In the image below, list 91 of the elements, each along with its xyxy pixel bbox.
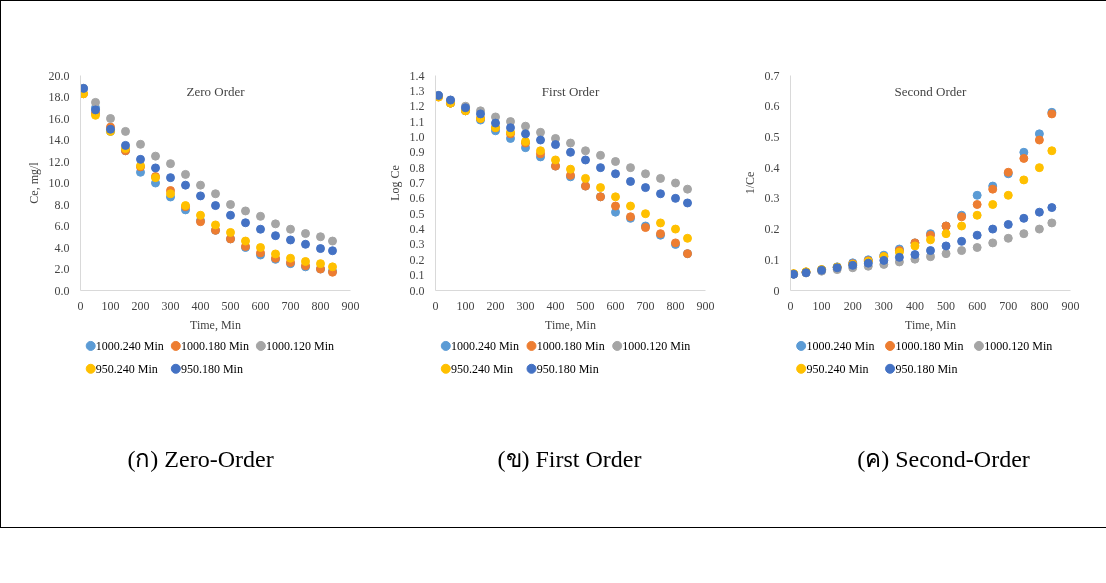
y-tick-label: 0.8	[409, 160, 425, 175]
y-tick-label: 20.0	[48, 68, 70, 83]
y-tick-label: 0.0	[54, 283, 70, 298]
y-tick-label: 0.9	[409, 145, 425, 160]
y-tick-label: 14.0	[48, 133, 70, 147]
x-tick-label: 200	[843, 298, 862, 313]
x-tick-label: 600	[968, 298, 987, 313]
y-tick-label: 1.1	[409, 114, 425, 129]
y-tick-label: 0.6	[409, 191, 425, 206]
legend-label: 1000.240 Min	[450, 338, 519, 353]
legend-label: 1000.120 Min	[622, 338, 691, 353]
y-tick-label: 0.3	[764, 191, 780, 206]
text: (ค) Second-Order	[857, 445, 1030, 474]
legend-label: 1000.120 Min	[265, 338, 334, 353]
y-tick-label: 0	[773, 283, 780, 298]
x-tick-label: 500	[221, 298, 240, 313]
legend-label: 1000.240 Min	[806, 338, 875, 353]
x-tick-label: 500	[576, 298, 595, 313]
x-tick-label: 900	[1061, 298, 1080, 313]
y-tick-label: 18.0	[48, 90, 70, 104]
y-tick-label: 1.4	[409, 68, 425, 83]
x-axis-title: Time, Min	[545, 317, 596, 332]
x-tick-label: 0	[787, 298, 794, 313]
text: First Order	[541, 83, 600, 99]
legend-label: 1000.180 Min	[536, 338, 605, 353]
x-axis-title: Time, Min	[905, 317, 956, 332]
legend-label: 950.240 Min	[95, 361, 158, 376]
legend-label: 950.240 Min	[450, 361, 513, 376]
x-tick-label: 400	[191, 298, 210, 313]
y-tick-label: 0.7	[764, 68, 780, 83]
x-tick-label: 400	[905, 298, 924, 313]
x-tick-label: 200	[486, 298, 505, 313]
x-tick-label: 600	[606, 298, 625, 313]
x-tick-label: 100	[101, 298, 120, 313]
x-tick-label: 0	[77, 298, 84, 313]
text: Zero Order	[186, 83, 246, 99]
text: (ก) Zero-Order	[127, 445, 274, 474]
y-tick-label: 0.1	[409, 268, 425, 283]
legend-label: 950.180 Min	[180, 361, 243, 376]
legend-label: 1000.240 Min	[95, 338, 164, 353]
legend-label: 950.240 Min	[806, 361, 869, 376]
y-tick-label: 12.0	[48, 154, 70, 169]
x-tick-label: 800	[1030, 298, 1049, 313]
text: (ข) First Order	[497, 445, 642, 474]
y-tick-label: 10.0	[48, 176, 70, 190]
y-tick-label: 6.0	[54, 219, 70, 233]
y-tick-label: 0.4	[409, 222, 425, 237]
x-tick-label: 900	[696, 298, 715, 313]
x-axis-title: Time, Min	[190, 317, 241, 332]
x-tick-label: 700	[999, 298, 1018, 313]
y-tick-label: 8.0	[54, 197, 70, 212]
y-tick-label: 1.2	[409, 99, 425, 114]
x-tick-label: 300	[874, 298, 893, 313]
x-tick-label: 800	[666, 298, 685, 313]
y-tick-label: 0.0	[409, 283, 425, 298]
x-tick-label: 100	[456, 298, 475, 313]
y-tick-label: 0.4	[764, 160, 780, 175]
x-tick-label: 200	[131, 298, 150, 313]
legend-label: 1000.180 Min	[180, 338, 249, 353]
y-axis-title: Ce, mg/l	[26, 161, 41, 204]
y-tick-label: 0.6	[764, 99, 780, 114]
y-tick-label: 1.3	[409, 83, 425, 98]
y-axis-title: 1/Ce	[742, 171, 757, 195]
y-tick-label: 0.5	[409, 206, 425, 221]
x-tick-label: 400	[546, 298, 565, 313]
y-tick-label: 0.1	[764, 252, 780, 267]
y-tick-label: 0.7	[409, 176, 425, 190]
legend-label: 1000.120 Min	[984, 338, 1053, 353]
x-tick-label: 700	[281, 298, 300, 313]
y-tick-label: 0.3	[409, 237, 425, 252]
x-tick-label: 500	[937, 298, 956, 313]
x-tick-label: 300	[516, 298, 535, 313]
legend-label: 950.180 Min	[536, 361, 599, 376]
x-tick-label: 0	[432, 298, 439, 313]
x-tick-label: 300	[161, 298, 180, 313]
x-tick-label: 900	[341, 298, 360, 313]
y-tick-label: 4.0	[54, 240, 70, 255]
legend-label: 1000.180 Min	[895, 338, 964, 353]
y-tick-label: 1.0	[409, 129, 425, 144]
y-tick-label: 0.5	[764, 129, 780, 144]
x-tick-label: 600	[251, 298, 270, 313]
x-tick-label: 700	[636, 298, 655, 313]
text: Second Order	[894, 83, 968, 99]
y-tick-label: 16.0	[48, 111, 70, 126]
y-tick-label: 2.0	[54, 262, 70, 276]
y-axis-title: Log Ce	[387, 165, 402, 201]
x-tick-label: 100	[812, 298, 831, 313]
y-tick-label: 0.2	[764, 222, 780, 237]
legend-label: 950.180 Min	[895, 361, 958, 376]
x-tick-label: 800	[311, 298, 330, 313]
y-tick-label: 0.2	[409, 252, 425, 267]
